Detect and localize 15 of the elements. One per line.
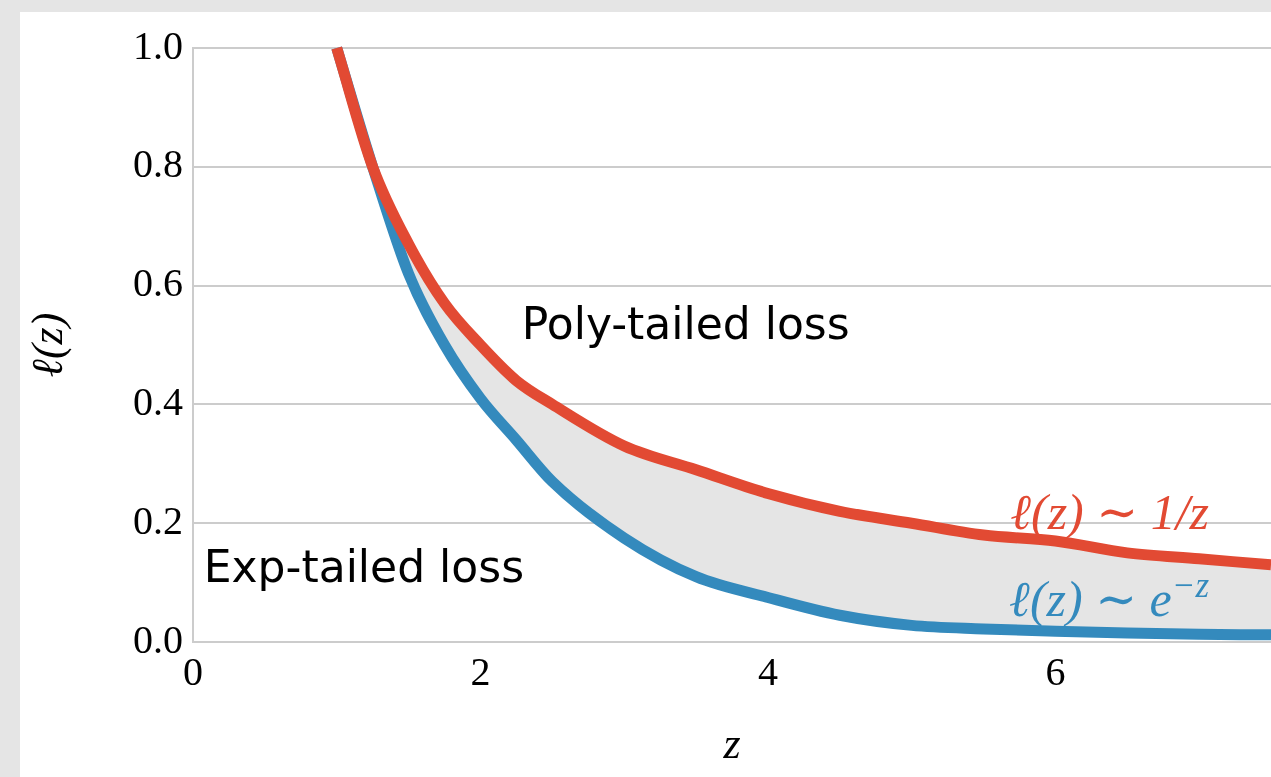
x-tick-label: 2 — [470, 648, 491, 694]
y-tick-label: 0.8 — [133, 141, 183, 187]
y-tick-label: 1.0 — [133, 22, 183, 68]
x-tick-label: 0 — [183, 648, 203, 694]
x-axis-title: z — [722, 719, 741, 769]
x-tick-label: 6 — [1045, 648, 1066, 694]
y-tick-label: 0.0 — [133, 616, 183, 662]
y-tick-label: 0.6 — [133, 260, 183, 306]
x-tick-label: 4 — [757, 648, 778, 694]
annotation: Exp-tailed loss — [203, 541, 525, 593]
y-tick-label: 0.4 — [133, 378, 183, 424]
y-tick-label: 0.2 — [133, 497, 183, 543]
series-label: ℓ(z) ∼ 1/z — [1010, 483, 1209, 540]
y-axis-title: ℓ(z) — [22, 312, 72, 378]
annotation: Poly-tailed loss — [521, 297, 850, 349]
